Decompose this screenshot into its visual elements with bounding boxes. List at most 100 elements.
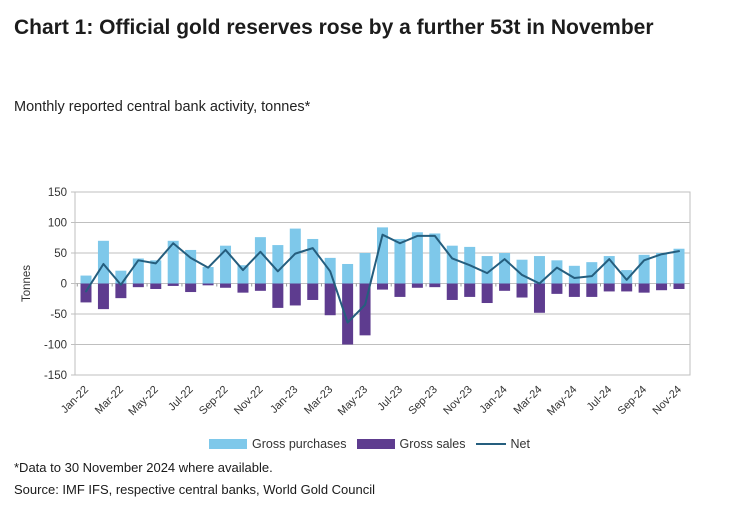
gross-purchases-swatch-icon: [209, 439, 248, 449]
bar-gross-sales: [499, 283, 511, 291]
bar-gross-purchases: [237, 265, 249, 284]
x-tick-label: May-23: [336, 384, 370, 418]
bar-gross-sales: [429, 283, 441, 288]
x-tick-label: Mar-23: [302, 384, 335, 417]
x-tick-label: Sep-24: [616, 384, 650, 418]
bar-gross-sales: [167, 283, 179, 286]
bar-gross-sales: [586, 283, 598, 297]
bar-gross-purchases: [656, 253, 668, 284]
bar-gross-sales: [80, 283, 92, 303]
bar-gross-purchases: [394, 238, 406, 284]
bar-gross-purchases: [568, 265, 580, 284]
x-tick-label: Jul-24: [585, 384, 615, 414]
bar-gross-purchases: [446, 245, 458, 284]
bar-gross-sales: [377, 283, 388, 290]
y-tick-label: 100: [48, 218, 67, 230]
gross-sales-swatch-icon: [356, 439, 395, 449]
x-tick-label: Jan-23: [268, 384, 300, 416]
x-tick-label: Nov-22: [232, 384, 266, 418]
x-tick-label: Jul-23: [375, 384, 405, 414]
bar-gross-sales: [307, 283, 319, 300]
x-tick-label: Jan-22: [59, 384, 91, 416]
x-tick-label: May-22: [126, 384, 160, 418]
y-tick-label: -150: [44, 370, 67, 382]
x-tick-label: Mar-22: [93, 384, 126, 417]
y-tick-label: 150: [48, 187, 67, 199]
bar-gross-purchases: [621, 270, 633, 284]
bar-gross-sales: [115, 283, 127, 299]
bar-gross-purchases: [272, 245, 284, 284]
y-tick-label: -50: [50, 309, 67, 321]
bar-gross-sales: [464, 283, 476, 297]
bar-gross-purchases: [499, 253, 511, 284]
x-tick-label: Jul-22: [166, 384, 196, 414]
bar-gross-purchases: [97, 240, 109, 284]
bar-gross-purchases: [533, 256, 545, 284]
bar-gross-sales: [533, 283, 545, 313]
bar-gross-purchases: [202, 267, 214, 284]
bar-gross-purchases: [516, 259, 528, 284]
legend-item-net: Net: [475, 437, 530, 451]
bar-gross-sales: [272, 283, 284, 308]
bar-gross-sales: [237, 283, 249, 293]
x-tick-label: Nov-23: [441, 384, 475, 418]
bar-gross-purchases: [167, 240, 179, 284]
bar-gross-purchases: [377, 227, 388, 284]
bar-gross-sales: [342, 283, 354, 345]
bar-gross-sales: [551, 283, 563, 294]
y-axis-title: Tonnes: [21, 265, 33, 302]
bar-gross-sales: [568, 283, 580, 297]
bar-gross-sales: [220, 283, 232, 288]
bar-gross-purchases: [150, 260, 162, 284]
bar-gross-purchases: [342, 263, 354, 284]
net-line: [85, 233, 680, 324]
bar-gross-sales: [324, 283, 336, 316]
x-tick-label: Mar-24: [511, 384, 544, 417]
legend-label-gross-sales: Gross sales: [399, 437, 466, 451]
bar-gross-sales: [656, 283, 668, 291]
x-tick-label: Jan-24: [477, 384, 509, 416]
bar-gross-purchases: [673, 248, 685, 284]
y-tick-label: 50: [54, 248, 67, 260]
legend-label-gross-purchases: Gross purchases: [252, 437, 347, 451]
bar-gross-purchases: [411, 232, 423, 284]
bar-gross-sales: [481, 283, 493, 304]
bar-gross-sales: [446, 283, 458, 300]
x-tick-label: May-24: [545, 384, 579, 418]
x-tick-label: Nov-24: [651, 384, 685, 418]
bar-gross-sales: [254, 283, 266, 291]
x-tick-label: Sep-23: [406, 384, 440, 418]
bar-gross-purchases: [307, 238, 319, 284]
chart-subtitle: Monthly reported central bank activity, …: [14, 99, 311, 115]
legend-item-gross-sales: Gross sales: [356, 437, 466, 451]
bar-gross-purchases: [603, 256, 615, 284]
chart-legend: Gross purchases Gross sales Net: [0, 437, 739, 451]
bar-gross-purchases: [220, 245, 232, 284]
bar-gross-sales: [673, 283, 685, 289]
bar-gross-sales: [289, 283, 301, 306]
bar-gross-sales: [132, 283, 144, 288]
bar-gross-sales: [621, 283, 633, 292]
bar-gross-purchases: [185, 249, 197, 284]
legend-item-gross-purchases: Gross purchases: [209, 437, 347, 451]
bar-gross-sales: [394, 283, 406, 297]
bar-gross-sales: [185, 283, 197, 293]
bar-gross-purchases: [551, 260, 563, 284]
bar-gross-purchases: [638, 254, 650, 284]
bar-gross-sales: [97, 283, 109, 310]
chart-area: 150 100 50 0 -50 -100 -150 Jan-22 Mar-22 May-22 Ju…: [0, 180, 739, 430]
plot-border: [74, 191, 691, 376]
bar-gross-purchases: [132, 258, 144, 284]
legend-label-net: Net: [510, 437, 530, 451]
x-tick-label: Sep-22: [197, 384, 231, 418]
data-footnote: *Data to 30 November 2024 where availabl…: [14, 460, 273, 475]
bar-gross-sales: [202, 283, 214, 286]
bar-gross-sales: [359, 283, 371, 336]
bar-gross-sales: [638, 283, 650, 293]
bar-gross-sales: [603, 283, 615, 292]
bar-gross-sales: [150, 283, 162, 289]
bar-gross-purchases: [429, 233, 441, 284]
bar-gross-purchases: [359, 253, 371, 284]
bar-gross-purchases: [80, 275, 92, 284]
